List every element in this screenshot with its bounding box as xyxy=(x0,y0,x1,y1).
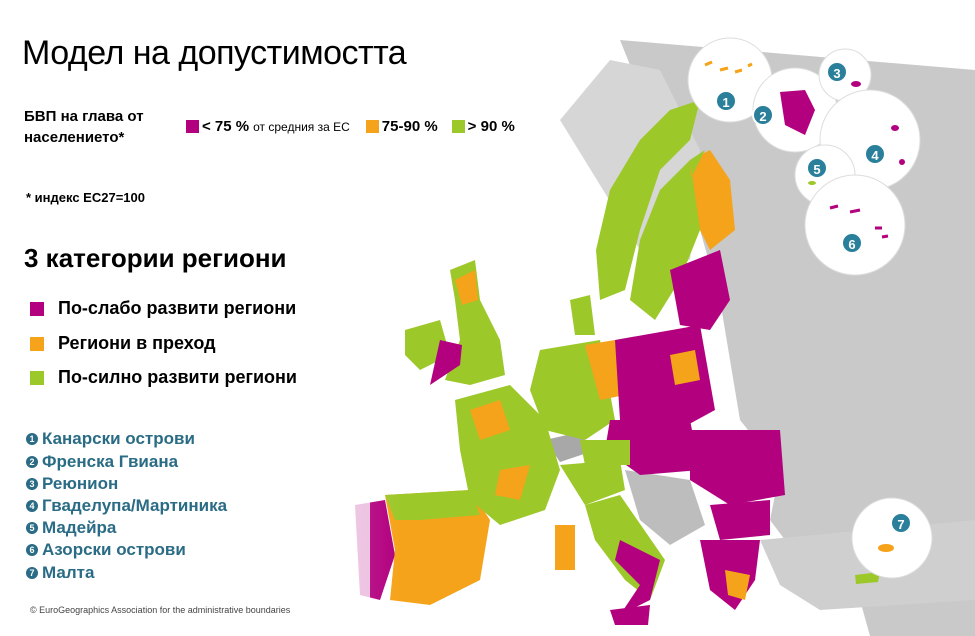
badge-6: 6 xyxy=(841,232,863,254)
italy-north xyxy=(560,460,625,505)
category-label-more: По-силно развити региони xyxy=(58,367,297,387)
finland-north xyxy=(680,150,705,230)
island-label-4: Гваделупа/Мартиника xyxy=(42,496,228,515)
island-label-1: Канарски острови xyxy=(42,429,195,448)
map-credit: © EuroGeographics Association for the ad… xyxy=(30,605,291,615)
badge-2: 2 xyxy=(752,104,774,126)
category-swatch-less xyxy=(30,301,44,316)
legend-swatch-less xyxy=(186,120,199,133)
category-swatch-transition xyxy=(30,336,44,351)
category-less-developed: По-слабо развити региони xyxy=(30,298,296,319)
badge-3: 3 xyxy=(826,61,848,83)
sicily xyxy=(610,605,650,625)
denmark xyxy=(570,295,595,335)
romania xyxy=(690,430,785,505)
austria xyxy=(580,440,630,465)
badge-1: 1 xyxy=(715,90,737,112)
category-label-less: По-слабо развити региони xyxy=(58,298,297,318)
island-num-6: 6 xyxy=(26,544,38,556)
categories-title: 3 категории региони xyxy=(24,243,287,273)
island-num-5: 5 xyxy=(26,522,38,534)
switzerland xyxy=(545,432,590,462)
finland xyxy=(690,150,735,250)
callout-azores xyxy=(804,174,906,276)
island-2: 2 Френска Гвиана xyxy=(26,452,178,472)
island-label-2: Френска Гвиана xyxy=(42,452,179,471)
island-3: 3 Реюнион xyxy=(26,474,118,494)
island-num-4: 4 xyxy=(26,500,38,512)
legend-label-less: < 75 % xyxy=(202,118,250,135)
island-num-3: 3 xyxy=(26,478,38,490)
legend-swatch-transition xyxy=(365,120,379,133)
island-4: 4 Гваделупа/Мартиника xyxy=(26,496,227,516)
island-1: 1 Канарски острови xyxy=(26,429,195,449)
sardinia xyxy=(555,525,575,570)
category-label-transition: Региони в преход xyxy=(58,333,216,353)
badge-5: 5 xyxy=(806,157,828,179)
legend-label-transition: 75-90 % xyxy=(381,118,438,135)
wales-cornwall xyxy=(430,340,462,385)
germany-east xyxy=(585,340,625,400)
page-title: Модел на допустимостта xyxy=(22,34,407,72)
balkans-non-eu xyxy=(625,470,705,545)
uk-transition xyxy=(455,270,478,305)
baltics xyxy=(670,250,730,330)
callout-malta xyxy=(851,497,933,579)
category-transition: Региони в преход xyxy=(30,333,216,354)
legend-note-less: от средния за ЕС xyxy=(253,119,350,134)
legend-swatch-more xyxy=(451,120,465,133)
island-6: 6 Азорски острови xyxy=(26,540,186,560)
island-num-1: 1 xyxy=(26,433,38,445)
spain-north xyxy=(385,490,480,520)
norway xyxy=(596,100,700,300)
greece-transition xyxy=(725,570,750,600)
island-7: 7 Малта xyxy=(26,563,94,583)
italy-mezzogiorno xyxy=(615,540,660,615)
island-label-6: Азорски острови xyxy=(42,540,186,559)
text-panel xyxy=(0,0,370,636)
badge-7: 7 xyxy=(890,512,912,534)
island-num-2: 2 xyxy=(26,456,38,468)
category-swatch-more xyxy=(30,370,44,385)
badge-4: 4 xyxy=(864,143,886,165)
bulgaria xyxy=(710,500,770,540)
gdp-legend: < 75 % от средния за ЕС 75-90 % > 90 % xyxy=(186,118,515,135)
france-transition xyxy=(470,400,510,440)
france-transition-2 xyxy=(495,465,530,500)
island-5: 5 Мадейра xyxy=(26,518,116,538)
island-num-7: 7 xyxy=(26,567,38,579)
island-label-5: Мадейра xyxy=(42,518,117,537)
island-label-7: Малта xyxy=(42,563,95,582)
gdp-label: БВП на глава от населението* xyxy=(24,108,144,146)
poland-transition xyxy=(670,350,700,385)
category-more-developed: По-силно развити региони xyxy=(30,367,297,388)
legend-label-more: > 90 % xyxy=(467,118,515,135)
footnote: * индекс ЕС27=100 xyxy=(26,190,145,205)
cyprus xyxy=(855,572,880,584)
island-label-3: Реюнион xyxy=(42,474,119,493)
